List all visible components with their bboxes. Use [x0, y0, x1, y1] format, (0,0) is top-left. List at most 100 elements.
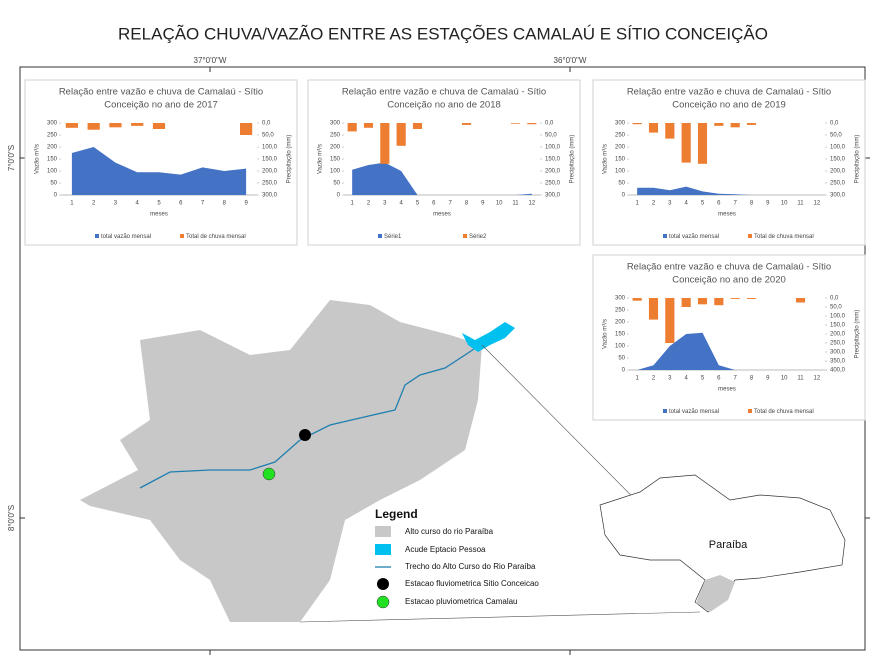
- x-tick-label: 1: [70, 201, 74, 207]
- y2-tick-label: 100,0: [262, 145, 278, 151]
- legend-item: total vazão mensal: [669, 234, 719, 240]
- bar: [380, 123, 390, 164]
- x-tick-label: 6: [432, 201, 436, 207]
- river: [139, 344, 481, 489]
- x-tick-label: 7: [733, 376, 737, 382]
- bar: [746, 123, 757, 125]
- y2-tick-label: 50,0: [830, 305, 842, 311]
- y2-tick-label: 100,0: [830, 314, 846, 320]
- bar: [714, 123, 724, 126]
- x-axis-label: meses: [718, 387, 736, 393]
- y2-tick-label: 150,0: [830, 323, 846, 329]
- area: [352, 162, 532, 195]
- area: [637, 332, 817, 370]
- x-tick-label: 1: [635, 376, 639, 382]
- legend-title: Legend: [375, 507, 418, 521]
- bar: [632, 298, 642, 301]
- x-axis-label: meses: [433, 212, 451, 218]
- legend-item: Total de chuva mensal: [186, 234, 246, 240]
- legend-item: Série1: [384, 234, 402, 240]
- x-tick-label: 7: [448, 201, 452, 207]
- chart-panel: [592, 254, 866, 421]
- legend-swatch: [180, 234, 184, 238]
- legend-swatch: [663, 409, 667, 413]
- bar: [648, 298, 659, 320]
- coord-label: 8°0'0"S: [7, 505, 16, 531]
- page-title: RELAÇÃO CHUVA/VAZÃO ENTRE AS ESTAÇÕES CA…: [118, 24, 768, 43]
- bar: [632, 123, 642, 125]
- x-tick-label: 7: [733, 201, 737, 207]
- y-tick-label: 200: [615, 320, 626, 326]
- chart-title: Conceição no ano de 2019: [672, 100, 786, 111]
- bar: [87, 123, 100, 130]
- coord-label: 37°0'0"W: [194, 56, 227, 65]
- x-tick-label: 12: [813, 201, 820, 207]
- y-tick-label: 200: [330, 145, 341, 151]
- y-tick-label: 50: [618, 356, 625, 362]
- x-tick-label: 9: [766, 201, 770, 207]
- x-tick-label: 8: [750, 201, 754, 207]
- bar: [527, 123, 537, 125]
- y-tick-label: 300: [615, 296, 626, 302]
- x-axis-label: meses: [150, 212, 168, 218]
- y2-tick-label: 0,0: [830, 121, 839, 127]
- y-tick-label: 150: [615, 157, 626, 163]
- legend-swatch: [376, 595, 390, 609]
- y-tick-label: 250: [615, 133, 626, 139]
- chart-title: Conceição no ano de 2017: [104, 100, 218, 111]
- y2-tick-label: 150,0: [262, 157, 278, 163]
- bar: [461, 123, 472, 125]
- bar: [396, 123, 406, 146]
- legend-swatch: [378, 234, 382, 238]
- x-tick-label: 6: [179, 201, 183, 207]
- legend-item: Alto curso do rio Paraíba: [405, 527, 494, 536]
- x-tick-label: 2: [652, 376, 656, 382]
- bar: [714, 298, 724, 306]
- chart-title: Relação entre vazão e chuva de Camalaú -…: [627, 262, 831, 273]
- y2-tick-label: 100,0: [545, 145, 561, 151]
- bar: [65, 123, 78, 128]
- chart: Relação entre vazão e chuva de Camalaú -…: [592, 79, 866, 246]
- y-tick-label: 150: [615, 332, 626, 338]
- chart: Relação entre vazão e chuva de Camalaú -…: [24, 79, 298, 246]
- x-tick-label: 1: [635, 201, 639, 207]
- y2-tick-label: 200,0: [830, 332, 846, 338]
- chart-title: Conceição no ano de 2020: [672, 275, 786, 286]
- y-tick-label: 150: [47, 157, 58, 163]
- y-tick-label: 0: [54, 193, 58, 199]
- y-tick-label: 50: [333, 181, 340, 187]
- bar: [730, 298, 740, 299]
- frame-ticks: [20, 67, 870, 655]
- bar: [152, 123, 166, 129]
- bar: [131, 123, 144, 126]
- x-tick-label: 9: [244, 201, 248, 207]
- y-tick-label: 250: [47, 133, 58, 139]
- chart-panel: [24, 79, 298, 246]
- y2-tick-label: 300,0: [830, 350, 846, 356]
- x-tick-label: 4: [399, 201, 403, 207]
- legend-item: total vazão mensal: [669, 409, 719, 415]
- x-tick-label: 3: [668, 376, 672, 382]
- y-tick-label: 150: [330, 157, 341, 163]
- bar: [347, 123, 357, 132]
- y2-tick-label: 250,0: [262, 181, 278, 187]
- legend-item: total vazão mensal: [101, 234, 151, 240]
- x-tick-label: 4: [136, 201, 140, 207]
- bar: [795, 298, 806, 303]
- y-tick-label: 0: [622, 368, 626, 374]
- bar: [412, 123, 423, 129]
- legend-swatch: [748, 409, 752, 413]
- y-tick-label: 200: [615, 145, 626, 151]
- x-tick-label: 9: [481, 201, 485, 207]
- y2-tick-label: 150,0: [830, 157, 846, 163]
- y2-tick-label: 300,0: [262, 193, 278, 199]
- x-tick-label: 3: [668, 201, 672, 207]
- x-tick-label: 11: [797, 201, 804, 207]
- x-tick-label: 5: [416, 201, 420, 207]
- y-tick-label: 50: [50, 181, 57, 187]
- y-tick-label: 200: [47, 145, 58, 151]
- x-tick-label: 8: [465, 201, 469, 207]
- legend-swatch: [375, 526, 391, 537]
- legend-swatch: [748, 234, 752, 238]
